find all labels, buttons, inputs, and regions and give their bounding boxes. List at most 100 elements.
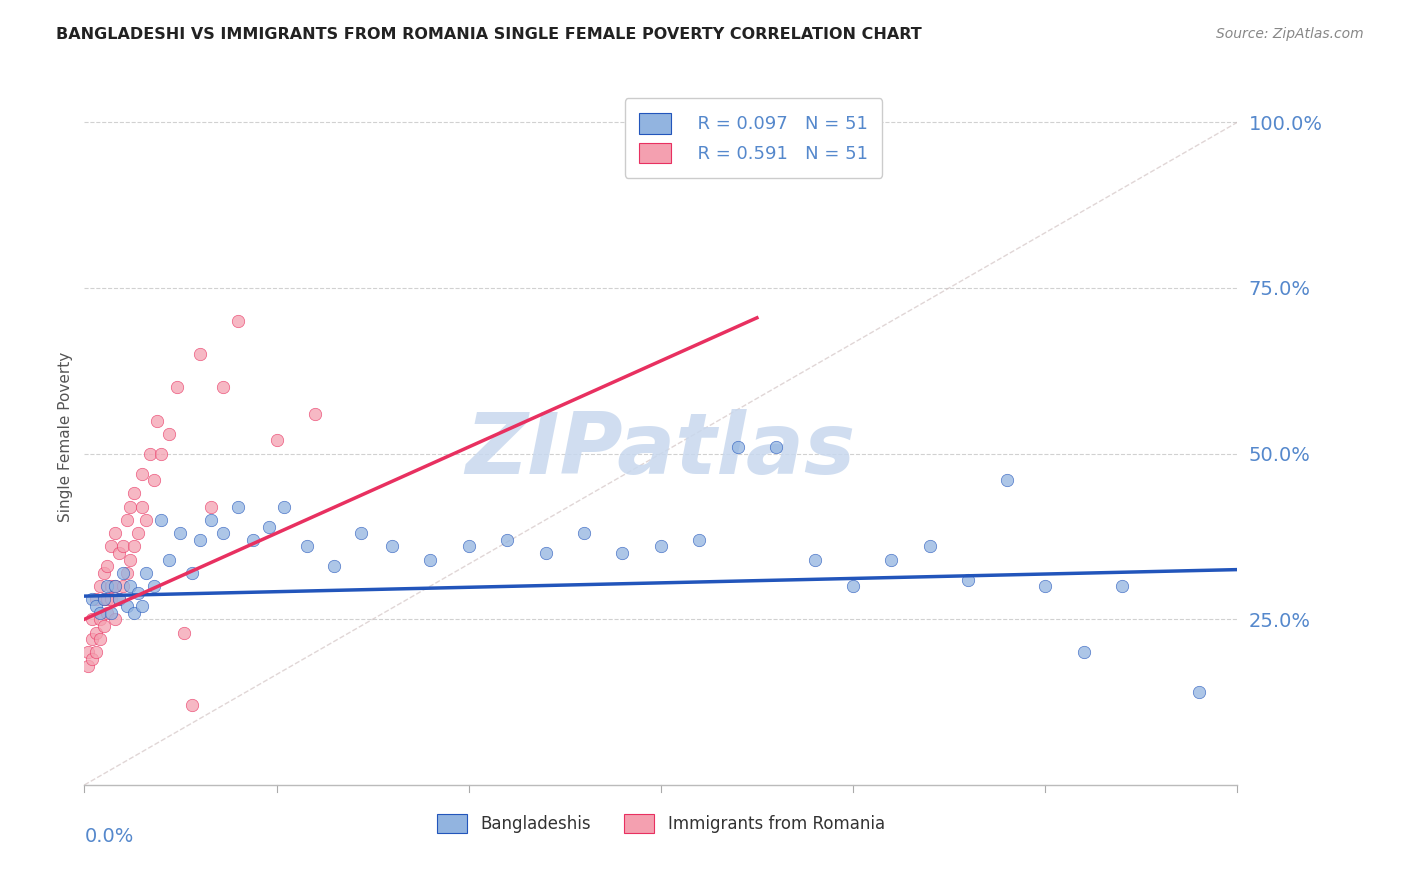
Point — [765, 440, 787, 454]
Point — [135, 566, 157, 580]
Point — [127, 586, 149, 600]
Y-axis label: Single Female Poverty: Single Female Poverty — [58, 352, 73, 522]
Point — [957, 573, 980, 587]
Text: 0.0%: 0.0% — [84, 827, 134, 846]
Point — [226, 314, 249, 328]
Point — [120, 500, 142, 514]
Point — [650, 540, 672, 554]
Point — [166, 380, 188, 394]
Point — [93, 592, 115, 607]
Point — [104, 579, 127, 593]
Point — [572, 526, 595, 541]
Point — [612, 546, 634, 560]
Point — [188, 533, 211, 547]
Point — [124, 486, 146, 500]
Point — [211, 526, 233, 541]
Point — [84, 645, 107, 659]
Point — [304, 407, 326, 421]
Point — [150, 447, 173, 461]
Point — [111, 579, 134, 593]
Point — [350, 526, 373, 541]
Point — [100, 606, 122, 620]
Point — [1073, 645, 1095, 659]
Point — [157, 552, 180, 566]
Point — [181, 698, 204, 713]
Point — [115, 599, 138, 613]
Point — [108, 592, 131, 607]
Point — [96, 559, 118, 574]
Point — [1188, 685, 1211, 699]
Point — [89, 632, 111, 647]
Point — [104, 526, 127, 541]
Point — [419, 552, 441, 566]
Point — [93, 566, 115, 580]
Point — [93, 592, 115, 607]
Point — [226, 500, 249, 514]
Point — [80, 612, 103, 626]
Point — [457, 540, 479, 554]
Point — [131, 500, 153, 514]
Point — [120, 579, 142, 593]
Point — [1033, 579, 1056, 593]
Point — [323, 559, 346, 574]
Point — [104, 579, 127, 593]
Point — [89, 606, 111, 620]
Legend: Bangladeshis, Immigrants from Romania: Bangladeshis, Immigrants from Romania — [423, 800, 898, 847]
Point — [297, 540, 319, 554]
Point — [96, 606, 118, 620]
Point — [1111, 579, 1133, 593]
Point — [127, 526, 149, 541]
Point — [77, 658, 100, 673]
Point — [534, 546, 557, 560]
Point — [100, 579, 122, 593]
Point — [211, 380, 233, 394]
Point — [77, 645, 100, 659]
Point — [100, 540, 122, 554]
Text: BANGLADESHI VS IMMIGRANTS FROM ROMANIA SINGLE FEMALE POVERTY CORRELATION CHART: BANGLADESHI VS IMMIGRANTS FROM ROMANIA S… — [56, 27, 922, 42]
Point — [157, 426, 180, 441]
Point — [93, 619, 115, 633]
Point — [80, 652, 103, 666]
Point — [111, 540, 134, 554]
Point — [89, 579, 111, 593]
Point — [381, 540, 404, 554]
Point — [273, 500, 295, 514]
Point — [150, 513, 173, 527]
Point — [688, 533, 710, 547]
Point — [496, 533, 519, 547]
Point — [84, 599, 107, 613]
Text: ZIPatlas: ZIPatlas — [465, 409, 856, 492]
Point — [995, 473, 1018, 487]
Point — [96, 579, 118, 593]
Point — [142, 473, 165, 487]
Point — [266, 434, 288, 448]
Point — [131, 599, 153, 613]
Point — [111, 566, 134, 580]
Point — [200, 513, 222, 527]
Point — [142, 579, 165, 593]
Point — [918, 540, 941, 554]
Point — [108, 546, 131, 560]
Point — [173, 625, 195, 640]
Point — [200, 500, 222, 514]
Point — [124, 540, 146, 554]
Point — [727, 440, 749, 454]
Point — [169, 526, 191, 541]
Point — [104, 612, 127, 626]
Point — [242, 533, 264, 547]
Point — [96, 592, 118, 607]
Point — [84, 592, 107, 607]
Point — [257, 519, 280, 533]
Point — [181, 566, 204, 580]
Point — [131, 467, 153, 481]
Point — [146, 413, 169, 427]
Point — [115, 513, 138, 527]
Point — [842, 579, 865, 593]
Point — [89, 612, 111, 626]
Point — [84, 625, 107, 640]
Point — [135, 513, 157, 527]
Point — [100, 592, 122, 607]
Point — [115, 566, 138, 580]
Point — [108, 592, 131, 607]
Point — [803, 552, 825, 566]
